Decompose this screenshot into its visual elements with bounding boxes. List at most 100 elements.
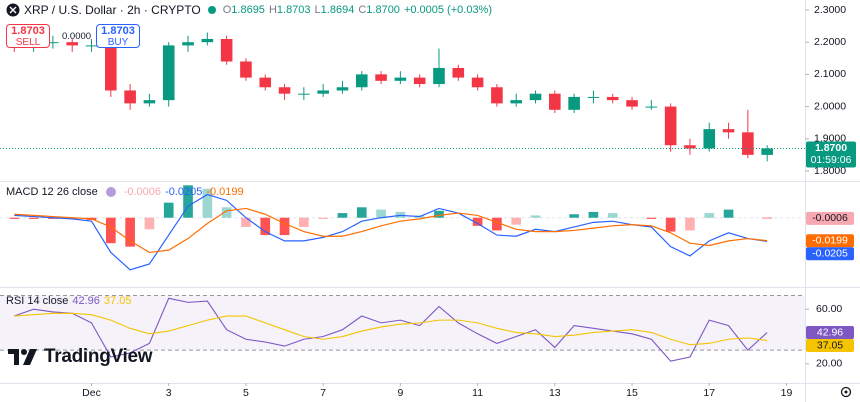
candle-body	[259, 77, 272, 88]
ohlc-key: L	[314, 4, 321, 16]
histogram-bar	[202, 188, 213, 218]
buy-label: BUY	[107, 37, 129, 48]
histogram-bar	[221, 207, 232, 218]
symbol-header: XRP / U.S. Dollar · 2h · CRYPTO O 1.8695 …	[6, 3, 492, 17]
histogram-bar	[299, 217, 309, 227]
logo-icon	[8, 349, 37, 365]
value-marker	[806, 325, 854, 339]
sell-price: 1.8703	[11, 25, 45, 37]
histogram-bar	[376, 209, 386, 218]
histogram-bar	[105, 217, 116, 244]
rsi-line	[14, 312, 768, 346]
x-tick-label: 17	[703, 387, 715, 399]
histogram-bar	[511, 217, 522, 225]
ohlc-value: 1.8695	[231, 4, 265, 16]
histogram-bar	[569, 214, 579, 218]
macd-header: MACD 12 26 close -0.0006 -0.0205 -0.0199	[6, 186, 244, 198]
candle-body	[240, 61, 252, 78]
histogram-bar	[241, 217, 251, 227]
histogram-bar	[28, 217, 39, 219]
logo-text: TradingView	[44, 346, 153, 367]
value-marker-label: 42.96	[817, 326, 843, 338]
histogram-bar	[472, 217, 483, 226]
ohlc-key: H	[268, 4, 277, 16]
logo[interactable]: TradingView	[8, 346, 153, 368]
y-tick-label: 2.3000	[814, 4, 846, 16]
ohlc-value: 1.8703	[276, 4, 311, 16]
ohlc-value: 1.8700	[366, 4, 400, 16]
rsi-ma-value: 37.05	[103, 295, 132, 307]
histogram-bar	[665, 217, 676, 232]
candle-body	[568, 96, 580, 110]
histogram-bar	[125, 217, 135, 247]
candle-body	[587, 96, 600, 98]
candle-body	[452, 67, 465, 78]
macd-hist-value: -0.0006	[123, 186, 162, 198]
sell-label: SELL	[15, 37, 41, 48]
histogram-bar	[337, 213, 348, 218]
candle-body	[413, 77, 426, 85]
histogram-bar	[318, 217, 328, 219]
value-marker-label: 37.05	[817, 339, 843, 351]
histogram-bar	[723, 209, 734, 218]
candle-body	[433, 67, 445, 85]
candle-body	[201, 38, 214, 43]
histogram-bar	[607, 213, 618, 218]
candle-body	[355, 74, 368, 88]
value-marker	[806, 234, 854, 248]
price-change: +0.0005 (+0.03%)	[403, 4, 493, 16]
candle-body	[645, 106, 658, 108]
candle-body	[162, 45, 175, 101]
last-price-label: 1.8700	[815, 142, 847, 154]
candle-body	[471, 77, 484, 88]
histogram-bar	[183, 185, 193, 218]
y-tick-label: 2.0000	[814, 100, 846, 112]
value-marker	[806, 211, 854, 225]
sell-button[interactable]: 1.8703 SELL	[6, 24, 50, 48]
histogram-bar	[163, 202, 174, 218]
histogram-bar	[685, 217, 695, 231]
spread: 0.0000	[62, 31, 92, 42]
candle-body	[375, 74, 387, 81]
x-tick-label: 3	[166, 387, 172, 399]
candle-body	[510, 100, 522, 104]
candle-body	[626, 100, 638, 107]
symbol-icon	[6, 3, 20, 17]
candle-body	[85, 45, 98, 47]
candle-body	[298, 93, 310, 95]
candle-body	[394, 77, 407, 81]
buy-button[interactable]: 1.8703 BUY	[96, 24, 140, 48]
value-marker	[806, 338, 854, 352]
ohlc-value: 1.8694	[320, 4, 355, 16]
candle-body	[722, 129, 735, 133]
histogram-bar	[492, 217, 502, 231]
value-marker	[806, 247, 854, 261]
x-tick-label: 7	[320, 387, 326, 399]
rsi-value: 42.96	[72, 295, 100, 307]
value-marker-label: -0.0205	[812, 248, 848, 260]
y-tick-label: 2.1000	[814, 68, 846, 80]
indicator-settings[interactable]	[105, 187, 116, 197]
x-tick-label: 9	[397, 387, 403, 399]
candle-body	[703, 129, 716, 149]
histogram-bar	[704, 213, 715, 218]
candle-body	[336, 87, 349, 91]
candle-body	[664, 106, 677, 146]
macd-value: -0.0205	[165, 186, 203, 198]
rsi-band	[0, 295, 805, 351]
candle-body	[317, 90, 329, 94]
y-tick-label: 2.2000	[814, 36, 846, 48]
y-tick-label: 20.00	[816, 358, 842, 370]
y-tick-label: 1.8000	[814, 165, 846, 177]
x-tick-label: 5	[243, 387, 249, 399]
settings-icon[interactable]	[840, 386, 852, 398]
candle-body	[529, 93, 542, 101]
histogram-bar	[260, 217, 271, 236]
x-tick-label: 13	[549, 387, 561, 399]
signal-value: -0.0199	[206, 186, 244, 198]
x-tick-label: 19	[781, 387, 793, 399]
candle-body	[761, 148, 773, 155]
last-price-box	[806, 141, 856, 168]
histogram-bar	[356, 207, 367, 218]
candle-body	[606, 96, 619, 101]
